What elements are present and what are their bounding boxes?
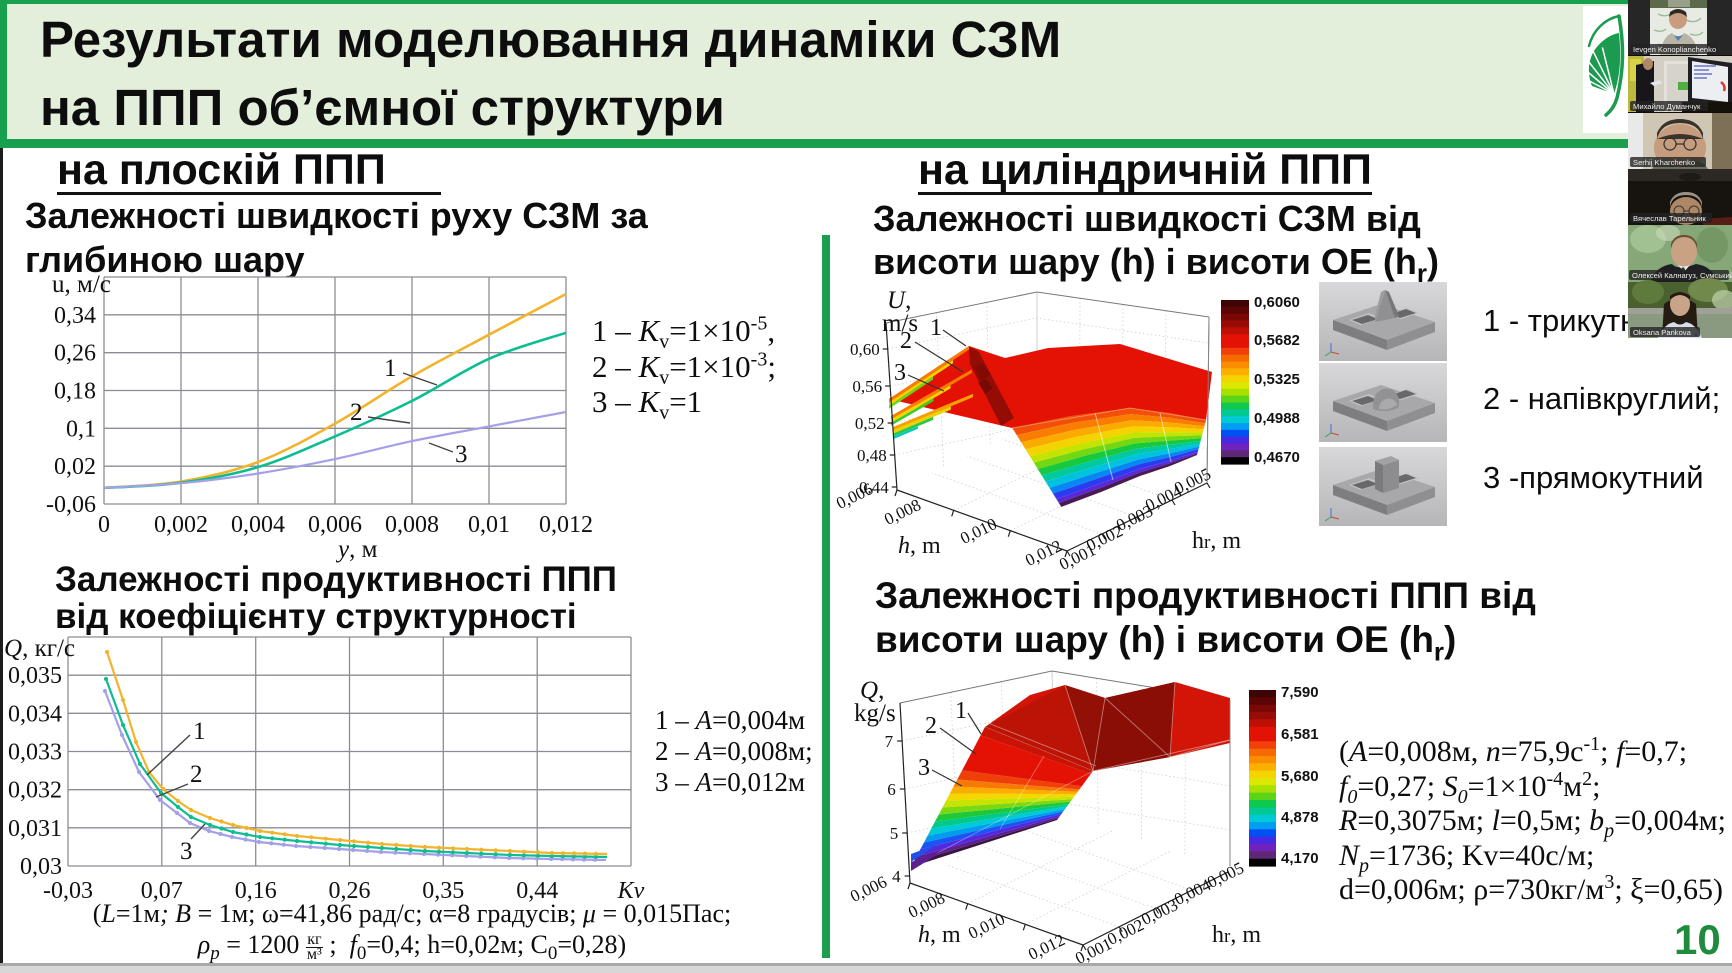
svg-text:0,60: 0,60 <box>850 340 880 359</box>
svg-text:4,878: 4,878 <box>1281 809 1319 826</box>
svg-text:0,034: 0,034 <box>8 701 62 727</box>
svg-text:1: 1 <box>930 315 942 341</box>
svg-text:7,590: 7,590 <box>1281 684 1319 701</box>
svg-text:0,008: 0,008 <box>881 495 924 529</box>
svg-text:0,006: 0,006 <box>308 512 362 538</box>
svg-text:6: 6 <box>887 780 896 799</box>
svg-text:h, m: h, m <box>918 922 961 948</box>
svg-text:0,5325: 0,5325 <box>1254 371 1300 388</box>
svg-text:-0,03: -0,03 <box>43 878 93 904</box>
svg-text:u, м/с: u, м/с <box>52 271 111 298</box>
svg-text:0,006: 0,006 <box>847 872 890 906</box>
svg-text:m/s: m/s <box>882 310 918 337</box>
svg-text:Oksana Pankova: Oksana Pankova <box>1633 328 1692 337</box>
svg-text:7: 7 <box>885 732 894 751</box>
svg-text:0,02: 0,02 <box>54 454 96 480</box>
svg-text:4,170: 4,170 <box>1281 850 1319 867</box>
svg-text:0,004: 0,004 <box>231 512 285 538</box>
svg-text:1: 1 <box>384 355 397 382</box>
svg-text:0,07: 0,07 <box>141 878 183 904</box>
svg-text:1: 1 <box>955 698 967 724</box>
svg-text:2: 2 <box>925 713 937 739</box>
svg-text:y, м: y, м <box>335 536 378 563</box>
svg-text:0,5682: 0,5682 <box>1254 332 1300 349</box>
svg-text:5: 5 <box>890 824 899 843</box>
svg-text:3: 3 <box>180 838 193 865</box>
svg-text:2: 2 <box>350 399 363 426</box>
svg-text:0,18: 0,18 <box>54 379 96 405</box>
svg-text:Serhij Kharchenko: Serhij Kharchenko <box>1633 158 1695 167</box>
svg-text:6,581: 6,581 <box>1281 726 1319 743</box>
svg-text:Q,: Q, <box>860 677 884 704</box>
svg-text:0,16: 0,16 <box>235 878 277 904</box>
svg-text:0,006: 0,006 <box>833 479 876 513</box>
svg-text:0: 0 <box>98 512 110 538</box>
svg-text:0,56: 0,56 <box>852 377 882 396</box>
svg-text:-0,06: -0,06 <box>46 492 96 518</box>
svg-text:0,031: 0,031 <box>8 816 62 842</box>
svg-text:0,033: 0,033 <box>8 740 62 766</box>
svg-text:Олексей Калнагуз, Сумський НАУ: Олексей Калнагуз, Сумський НАУ <box>1632 271 1732 280</box>
svg-text:3: 3 <box>918 755 930 781</box>
svg-text:3: 3 <box>455 441 468 468</box>
svg-text:0,26: 0,26 <box>54 341 96 367</box>
svg-text:0,008: 0,008 <box>385 512 439 538</box>
svg-text:0,6060: 0,6060 <box>1254 294 1300 311</box>
svg-text:0,008: 0,008 <box>905 888 948 922</box>
svg-text:0,010: 0,010 <box>965 909 1008 943</box>
svg-text:0,26: 0,26 <box>329 878 371 904</box>
svg-text:5,680: 5,680 <box>1281 768 1319 785</box>
svg-text:4: 4 <box>892 867 901 886</box>
svg-text:0,52: 0,52 <box>855 414 885 433</box>
svg-text:0,012: 0,012 <box>539 512 593 538</box>
svg-text:0,01: 0,01 <box>468 512 510 538</box>
svg-text:Q, кг/с: Q, кг/с <box>4 635 75 662</box>
svg-text:0,03: 0,03 <box>20 854 62 880</box>
svg-text:Вячеслав Тарельник: Вячеслав Тарельник <box>1633 214 1706 223</box>
svg-text:hr, m: hr, m <box>1192 528 1241 554</box>
svg-text:0,002: 0,002 <box>154 512 208 538</box>
svg-text:0,4670: 0,4670 <box>1254 449 1300 466</box>
svg-text:0,1: 0,1 <box>66 416 96 442</box>
svg-text:0,44: 0,44 <box>859 478 889 497</box>
svg-text:0,032: 0,032 <box>8 778 62 804</box>
svg-text:0,035: 0,035 <box>8 663 62 689</box>
svg-text:h, m: h, m <box>898 533 941 559</box>
svg-text:0,48: 0,48 <box>857 446 887 465</box>
svg-text:Kv: Kv <box>617 878 645 904</box>
svg-text:3: 3 <box>894 360 906 386</box>
svg-text:0,4988: 0,4988 <box>1254 410 1300 427</box>
svg-text:kg/s: kg/s <box>854 700 896 727</box>
svg-text:hr, m: hr, m <box>1212 922 1261 948</box>
svg-text:Михайло Думанчук: Михайло Думанчук <box>1633 102 1701 111</box>
svg-text:U,: U, <box>887 287 911 314</box>
svg-text:0,35: 0,35 <box>422 878 464 904</box>
svg-text:2: 2 <box>900 328 912 354</box>
svg-text:0,44: 0,44 <box>516 878 558 904</box>
svg-text:Ievgen Konoplianchenko: Ievgen Konoplianchenko <box>1633 45 1716 54</box>
svg-text:0,34: 0,34 <box>54 303 96 329</box>
svg-text:1: 1 <box>193 718 206 745</box>
svg-text:2: 2 <box>190 761 203 788</box>
svg-text:0,012: 0,012 <box>1025 930 1068 964</box>
